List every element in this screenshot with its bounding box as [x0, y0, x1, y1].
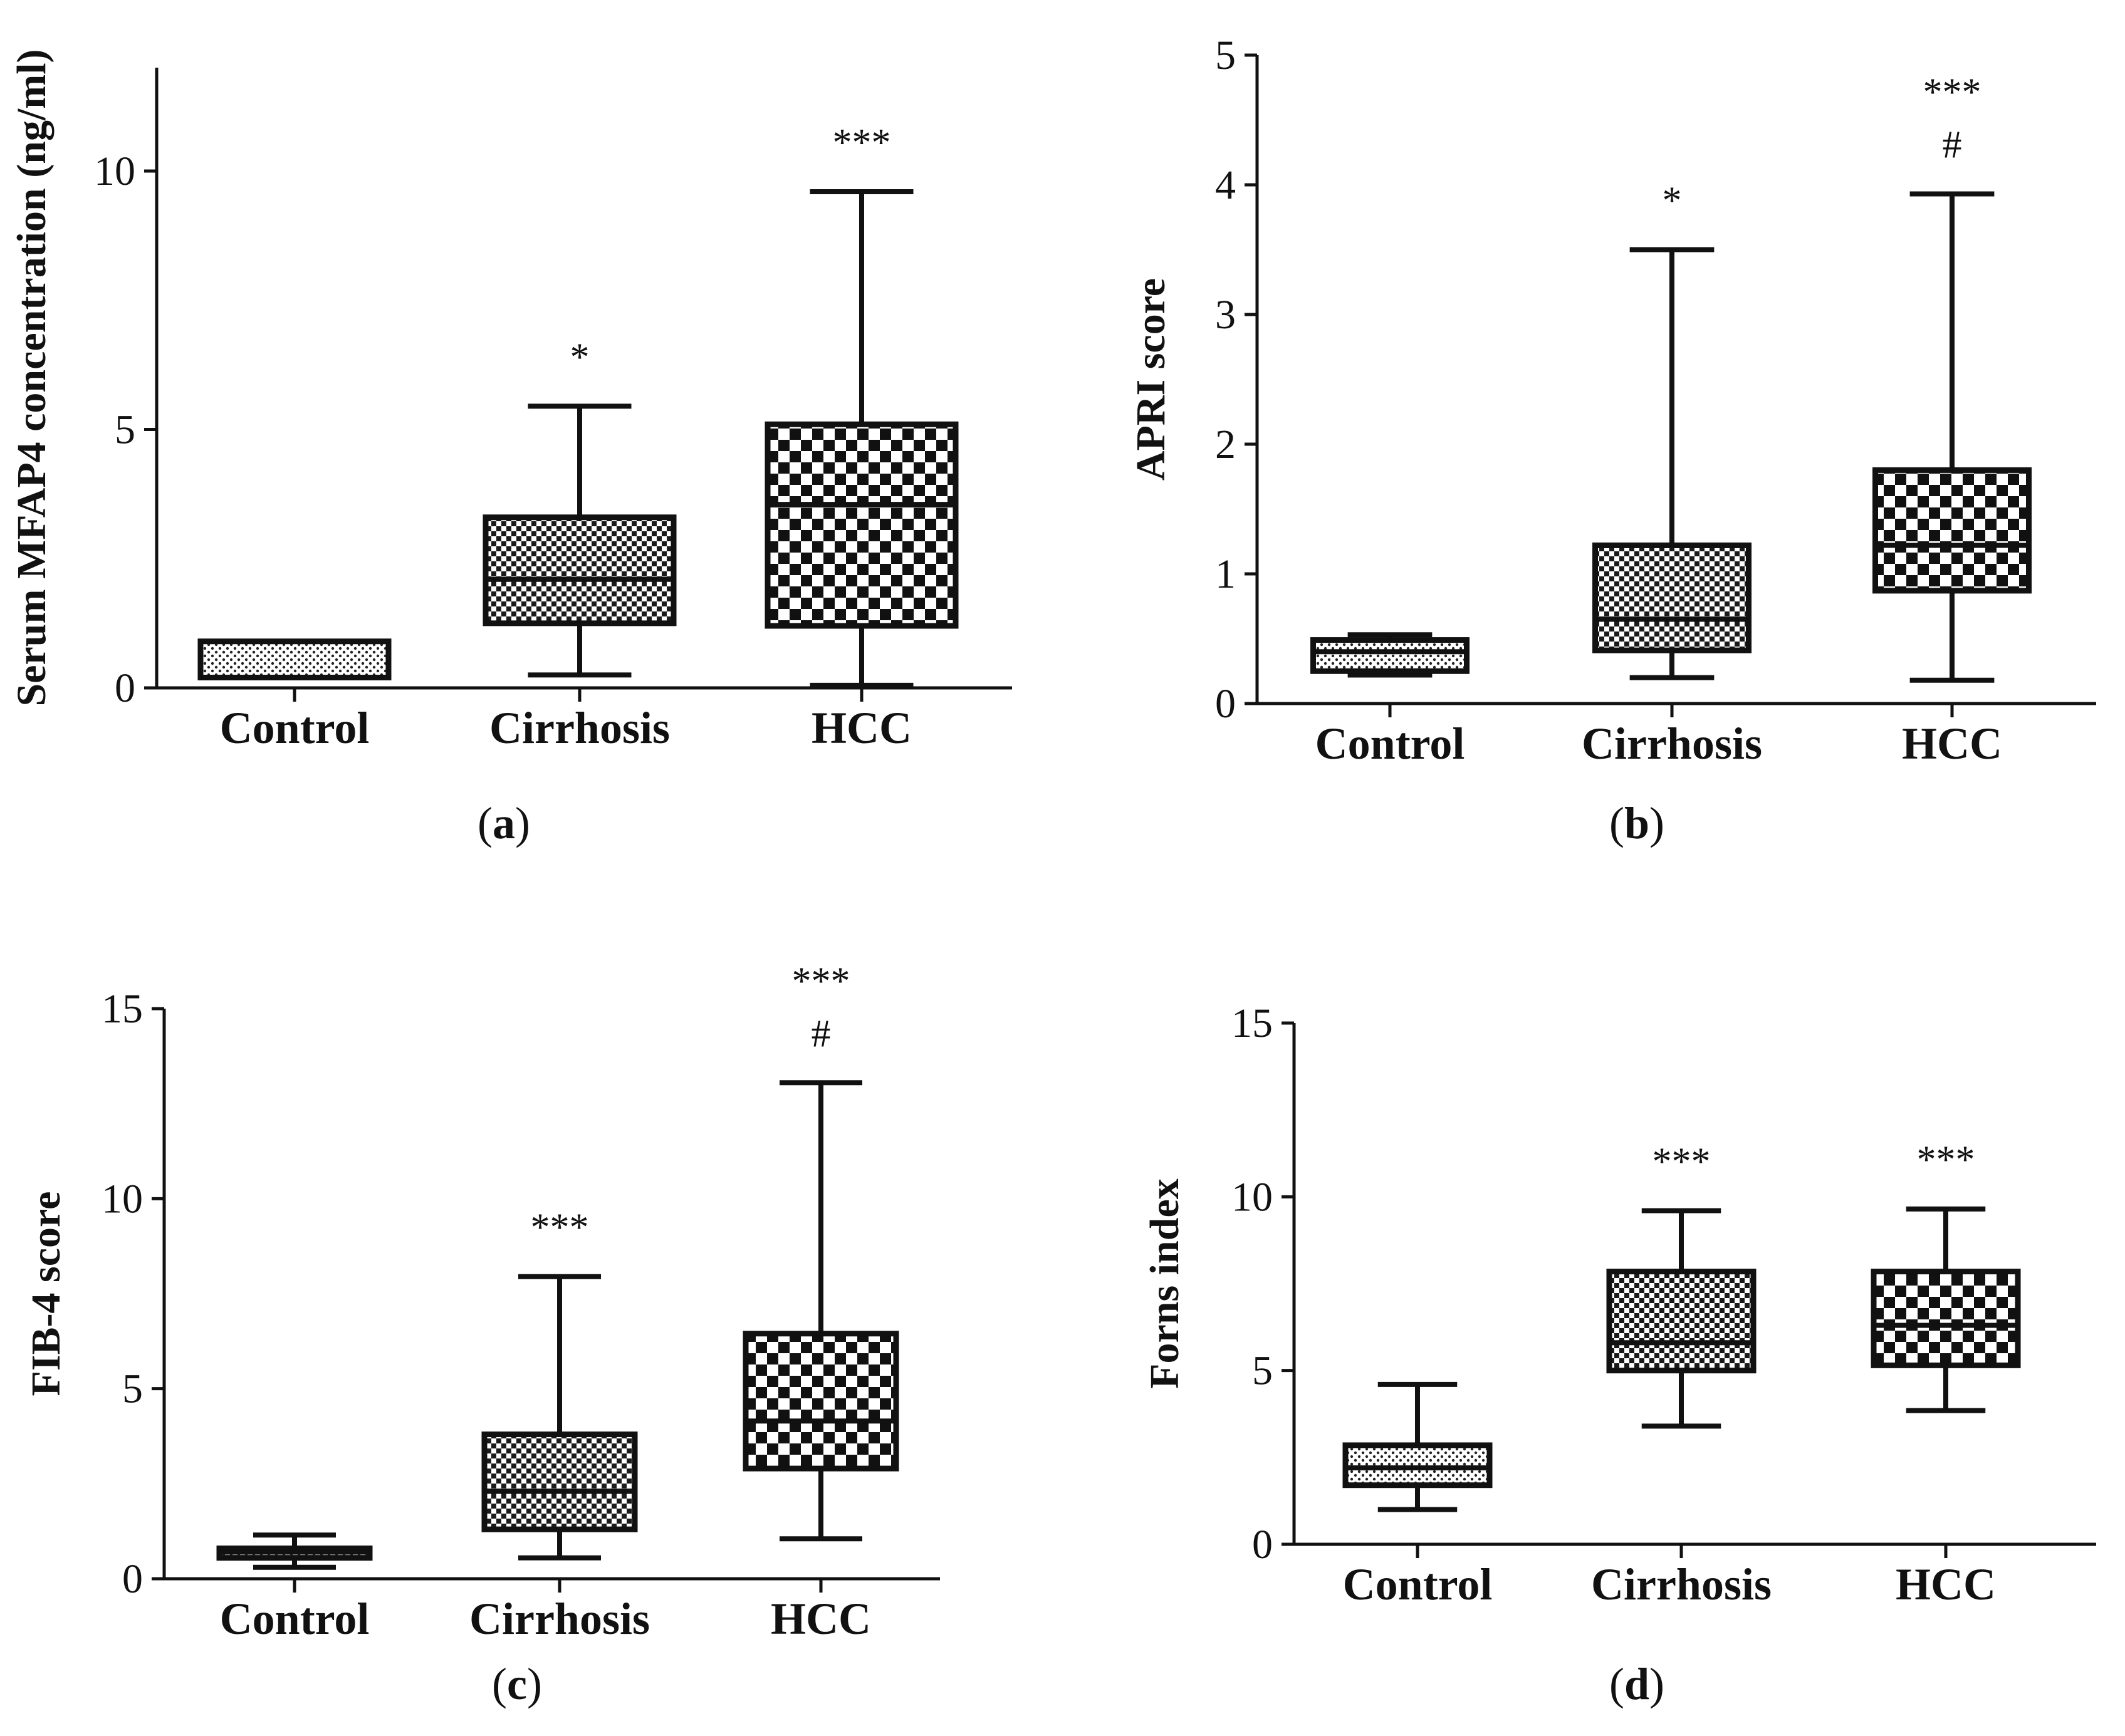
x-category-label: Cirrhosis	[469, 1594, 650, 1644]
panel-label: (d)	[1609, 1659, 1664, 1709]
box-control	[1342, 1442, 1493, 1489]
panel-label: (b)	[1609, 798, 1664, 848]
box-cirrhosis	[483, 514, 677, 626]
y-tick-label: 0	[122, 1556, 143, 1602]
box-control	[1310, 637, 1470, 674]
y-tick-label: 5	[1252, 1348, 1273, 1394]
y-tick-label: 15	[102, 986, 143, 1032]
significance-marker: *	[570, 336, 590, 378]
x-category-label: Control	[1315, 719, 1465, 769]
x-category-label: HCC	[812, 703, 912, 753]
y-tick-label: 10	[1231, 1174, 1273, 1220]
x-category-label: Cirrhosis	[1582, 719, 1762, 769]
y-tick-label: 5	[115, 407, 135, 453]
y-tick-label: 4	[1215, 162, 1236, 208]
panel-a: 0 5 10 Serum MFAP4 concentration (ng/ml) Con…	[9, 49, 1012, 848]
significance-marker: #	[812, 1012, 831, 1055]
y-tick-label: 0	[1215, 681, 1236, 727]
significance-marker: *	[1663, 180, 1682, 222]
significance-marker: ***	[1917, 1139, 1975, 1182]
significance-marker: ***	[531, 1207, 589, 1249]
box-control	[197, 638, 392, 680]
x-category-label: Control	[1343, 1559, 1493, 1609]
y-axis-label: APRI score	[1128, 278, 1174, 481]
panel-b: 0 1 2 3 4 5 APRI score Control Cirrhosis * HCC *** #…	[1128, 33, 2096, 848]
significance-marker: #	[1943, 123, 1962, 166]
x-category-label: HCC	[1902, 719, 2002, 769]
significance-marker: ***	[833, 122, 891, 164]
y-axis-label: Forns index	[1142, 1178, 1188, 1389]
box-cirrhosis	[1592, 542, 1752, 653]
x-category-label: Cirrhosis	[489, 703, 670, 753]
x-category-label: Control	[220, 1594, 370, 1644]
y-tick-label: 10	[94, 148, 135, 194]
x-category-label: HCC	[1896, 1559, 1996, 1609]
box-hcc	[765, 421, 959, 629]
x-category-label: Control	[220, 703, 370, 753]
panel-c: 0 5 10 15 FIB-4 score Control Cirrhosis *** HCC *…	[23, 960, 940, 1709]
panel-label: (a)	[478, 798, 530, 848]
panel-label: (c)	[492, 1659, 542, 1709]
box-hcc	[743, 1331, 899, 1472]
y-tick-label: 10	[102, 1176, 143, 1222]
box-hcc	[1871, 1269, 2021, 1368]
y-tick-label: 15	[1231, 1001, 1273, 1046]
significance-marker: ***	[792, 960, 850, 1002]
box-cirrhosis	[1606, 1269, 1757, 1374]
y-tick-label: 5	[1215, 33, 1236, 78]
y-tick-label: 2	[1215, 422, 1236, 467]
significance-marker: ***	[1652, 1141, 1711, 1183]
y-tick-label: 5	[122, 1366, 143, 1412]
y-tick-label: 0	[1252, 1522, 1273, 1567]
box-cirrhosis	[481, 1431, 638, 1532]
x-category-label: Cirrhosis	[1591, 1559, 1772, 1609]
y-tick-label: 0	[115, 665, 135, 711]
y-axis-label: Serum MFAP4 concentration (ng/ml)	[9, 49, 55, 706]
y-axis-label: FIB-4 score	[23, 1192, 69, 1396]
x-category-label: HCC	[771, 1594, 871, 1644]
box-hcc	[1872, 467, 2032, 594]
y-tick-label: 1	[1215, 551, 1236, 597]
significance-marker: ***	[1923, 71, 1981, 113]
panel-d: 0 5 10 15 Forns index Control Cirrhosis *** HCC *…	[1142, 1001, 2096, 1709]
y-tick-label: 3	[1215, 292, 1236, 338]
